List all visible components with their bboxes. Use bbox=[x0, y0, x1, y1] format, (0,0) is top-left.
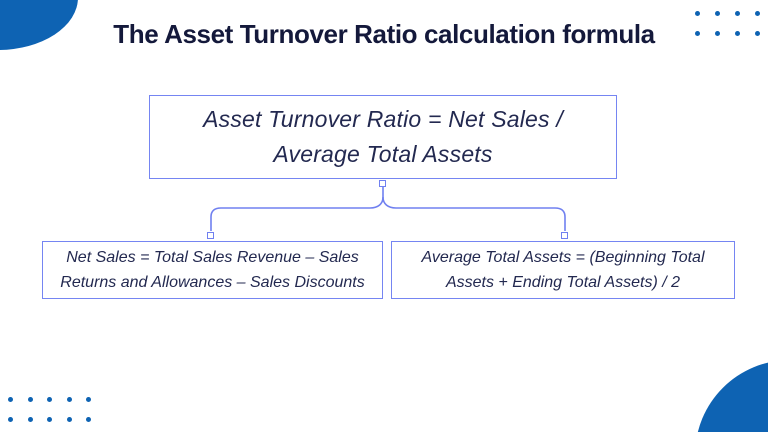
connector-handle-right bbox=[561, 232, 568, 239]
connector-handle-main bbox=[379, 180, 386, 187]
net-sales-box: Net Sales = Total Sales Revenue – Sales … bbox=[42, 241, 383, 299]
dot-icon bbox=[695, 11, 700, 16]
main-box-line-1: Asset Turnover Ratio = Net Sales / bbox=[203, 106, 563, 132]
average-assets-line-1: Average Total Assets = (Beginning Total bbox=[421, 249, 705, 266]
dot-icon bbox=[695, 31, 700, 36]
dot-icon bbox=[47, 397, 52, 402]
main-box-line-2: Average Total Assets bbox=[273, 141, 493, 167]
dot-icon bbox=[755, 31, 760, 36]
dot-icon bbox=[8, 417, 13, 422]
dot-icon bbox=[715, 31, 720, 36]
dot-icon bbox=[735, 31, 740, 36]
page-title: The Asset Turnover Ratio calculation for… bbox=[113, 19, 655, 49]
net-sales-line-1: Net Sales = Total Sales Revenue – Sales bbox=[66, 249, 359, 266]
dots-pattern-bottom-left-icon bbox=[8, 397, 91, 422]
connector-handle-left bbox=[207, 232, 214, 239]
corner-blob-bottom-right-icon bbox=[695, 360, 768, 432]
dot-icon bbox=[47, 417, 52, 422]
dot-icon bbox=[715, 11, 720, 16]
dot-icon bbox=[755, 11, 760, 16]
dot-icon bbox=[66, 397, 72, 402]
dot-icon bbox=[735, 11, 740, 16]
average-assets-line-2: Assets + Ending Total Assets) / 2 bbox=[445, 274, 681, 291]
dot-icon bbox=[27, 397, 33, 402]
net-sales-line-2: Returns and Allowances – Sales Discounts bbox=[60, 274, 365, 291]
dot-icon bbox=[27, 417, 33, 422]
average-total-assets-box: Average Total Assets = (Beginning Total … bbox=[391, 241, 735, 299]
formula-main-box: Asset Turnover Ratio = Net Sales / Avera… bbox=[149, 95, 617, 179]
dot-icon bbox=[86, 417, 91, 422]
dot-icon bbox=[86, 397, 91, 402]
dot-icon bbox=[66, 417, 72, 422]
dot-icon bbox=[8, 397, 13, 402]
dots-pattern-top-right-icon bbox=[695, 11, 760, 36]
